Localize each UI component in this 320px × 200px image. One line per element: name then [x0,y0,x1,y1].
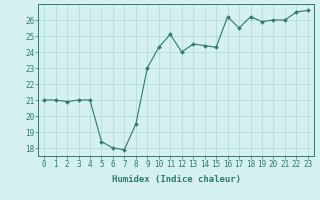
X-axis label: Humidex (Indice chaleur): Humidex (Indice chaleur) [111,175,241,184]
